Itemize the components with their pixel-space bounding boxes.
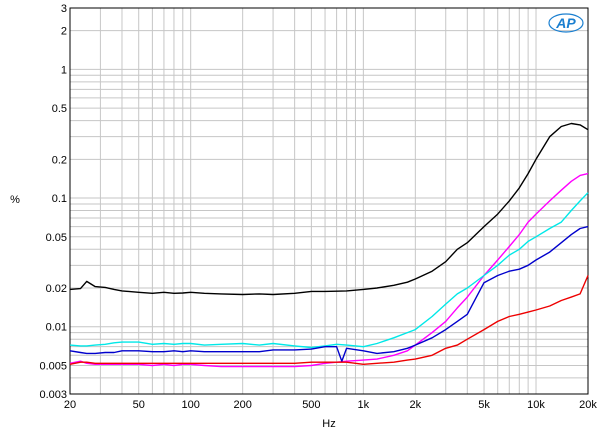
plot-frame [69,7,589,395]
x-tick-label: 10k [527,399,545,411]
y-tick-label: 1 [61,64,67,76]
y-tick-label: 0.5 [52,103,67,115]
y-tick-label: 0.02 [46,283,67,295]
y-tick-label: 0.003 [39,389,67,401]
x-tick-label: 200 [233,399,251,411]
y-tick-labels: 3 2 1 0.5 0.2 0.1 0.05 0.02 0.01 0.005 0.003 [39,3,67,401]
x-tick-label: 20 [64,399,76,411]
x-tick-label: 1k [358,399,370,411]
ap-logo: AP [548,13,584,33]
x-tick-label: 500 [302,399,320,411]
y-tick-label: 3 [61,3,67,15]
x-tick-label: 2k [410,399,422,411]
series-line-2 [69,192,589,349]
series-line-4 [69,275,589,365]
y-tick-label: 2 [61,26,67,38]
x-tick-labels: 20 50 100 200 500 1k 2k 5k 10k 20k [64,399,597,411]
series-lines [69,122,589,368]
x-tick-label: 100 [182,399,200,411]
x-tick-label: 20k [579,399,597,411]
series-line-0 [69,122,589,296]
y-tick-label: 0.01 [46,322,67,334]
ap-logo-ring [548,13,584,33]
ap-logo-text: AP [555,15,576,31]
series-line-3 [69,225,589,362]
y-axis-label: % [10,194,20,206]
x-axis-label: Hz [322,418,335,430]
y-tick-label: 0.2 [52,154,67,166]
x-tick-label: 50 [133,399,145,411]
grid-lines [70,8,588,394]
y-tick-label: 0.05 [46,232,67,244]
x-tick-label: 5k [478,399,490,411]
y-tick-label: 0.005 [39,360,67,372]
y-tick-label: 0.1 [52,193,67,205]
